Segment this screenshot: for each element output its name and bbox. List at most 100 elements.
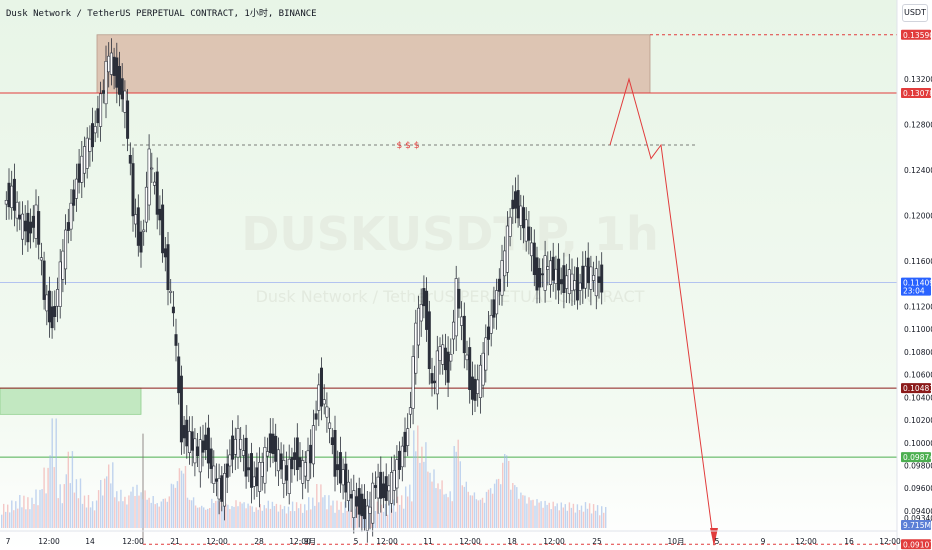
- candle-body: [425, 290, 429, 330]
- candle-body: [398, 450, 402, 470]
- price-tick-label: 0.11600: [904, 257, 932, 266]
- candle-body: [88, 138, 92, 152]
- volume-bar: [437, 483, 439, 528]
- volume-bar: [122, 501, 124, 528]
- candle-body: [346, 481, 350, 502]
- volume-bar: [201, 505, 203, 528]
- time-tick-label: 21: [170, 537, 180, 546]
- time-tick-label: 12:00: [376, 537, 398, 546]
- volume-bar: [69, 483, 71, 528]
- candle-body: [37, 211, 41, 245]
- volume-bar: [451, 501, 453, 528]
- volume-bar: [435, 488, 437, 528]
- volume-bar: [25, 509, 27, 528]
- volume-bar: [83, 495, 86, 528]
- candle-body: [352, 490, 356, 519]
- candle-body: [540, 273, 544, 276]
- volume-bar: [138, 495, 140, 528]
- candle-body: [449, 353, 453, 362]
- volume-bar: [174, 487, 177, 528]
- volume-bar: [81, 503, 84, 528]
- volume-bar: [427, 471, 429, 528]
- candle-body: [193, 438, 197, 464]
- volume-bar: [3, 503, 5, 528]
- volume-bar: [134, 496, 136, 528]
- volume-bar: [340, 501, 342, 528]
- volume-bar: [324, 495, 326, 528]
- candle-body: [201, 440, 205, 453]
- candle-body: [341, 469, 345, 486]
- volume-bar: [75, 479, 78, 528]
- time-tick-label: 5: [715, 537, 720, 546]
- candle-body: [109, 52, 113, 75]
- volume-bar: [150, 502, 152, 528]
- volume-bar: [439, 489, 441, 528]
- candle-body: [478, 364, 482, 399]
- candle-body: [85, 137, 89, 169]
- volume-bar: [603, 512, 605, 528]
- volume-bar: [558, 510, 560, 528]
- volume-bar: [536, 499, 538, 528]
- volume-bar: [178, 468, 181, 528]
- candle-body: [7, 182, 11, 208]
- volume-bar: [281, 509, 284, 528]
- volume-bar: [37, 505, 39, 528]
- volume-bar: [11, 500, 13, 528]
- volume-bar: [148, 497, 150, 528]
- volume-bar: [188, 499, 191, 528]
- volume-bar: [528, 497, 530, 528]
- candle-body: [508, 216, 512, 237]
- candle-body: [430, 373, 434, 384]
- volume-bar: [55, 418, 57, 528]
- volume-bar: [287, 506, 290, 528]
- price-tick-label: 0.09800: [904, 462, 932, 471]
- volume-bar: [407, 496, 409, 528]
- time-tick-label: 11: [423, 537, 433, 546]
- candle-body: [228, 454, 232, 467]
- volume-bar: [429, 472, 431, 528]
- time-tick-label: 12:00: [206, 537, 228, 546]
- candle-body: [29, 221, 33, 234]
- volume-bar: [253, 511, 255, 528]
- volume-bar: [465, 481, 467, 528]
- time-tick-label: 12:00: [459, 537, 481, 546]
- candle-body: [530, 242, 534, 257]
- candle-body: [532, 242, 536, 276]
- candle-body: [468, 347, 472, 390]
- candle-body: [231, 435, 235, 460]
- volume-bar: [530, 500, 532, 528]
- candle-body: [562, 265, 566, 294]
- candle-body: [268, 433, 272, 453]
- candle-body: [18, 214, 22, 220]
- volume-bar: [495, 479, 498, 528]
- volume-bar: [154, 504, 156, 528]
- volume-bar: [394, 511, 397, 528]
- volume-bar: [409, 484, 411, 528]
- price-label-timer: 23:04: [903, 287, 925, 296]
- volume-bar: [453, 446, 455, 528]
- candle-body: [233, 438, 237, 455]
- candle-body: [153, 181, 157, 186]
- currency-button[interactable]: USDT: [902, 4, 928, 22]
- candle-body: [247, 467, 251, 471]
- candle-body: [376, 476, 380, 499]
- volume-bar: [447, 497, 449, 528]
- volume-bar: [67, 451, 69, 528]
- volume-bar: [332, 500, 334, 528]
- candle-body: [344, 463, 348, 493]
- price-label-box: [901, 383, 931, 394]
- candle-body: [115, 57, 119, 88]
- candle-body: [212, 465, 216, 485]
- volume-bar: [263, 505, 265, 528]
- candle-body: [511, 199, 515, 210]
- volume-bar: [180, 470, 183, 528]
- volume-bar: [502, 462, 504, 528]
- volume-bar: [190, 500, 193, 528]
- price-tick-label: 0.11000: [904, 325, 932, 334]
- volume-bar: [283, 506, 286, 528]
- candle-body: [263, 446, 267, 484]
- volume-bar: [566, 510, 568, 528]
- volume-bar: [158, 506, 160, 528]
- volume-bar: [544, 500, 546, 528]
